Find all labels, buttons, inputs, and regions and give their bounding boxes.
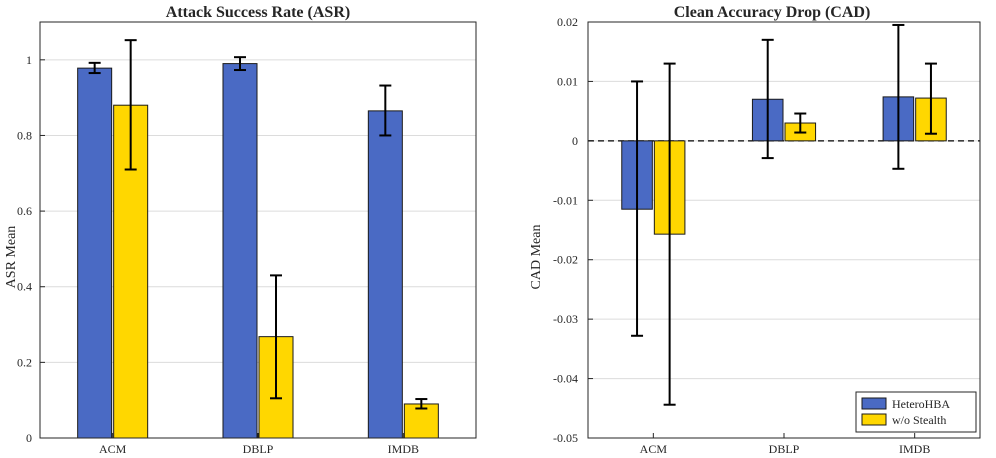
cad-y-tick-label: -0.04 bbox=[553, 372, 578, 386]
legend-swatch-w-o-stealth bbox=[861, 413, 887, 426]
cad-error-bar bbox=[761, 38, 774, 160]
cad-error-bar bbox=[892, 23, 905, 170]
asr-y-axis-label: ASR Mean bbox=[4, 226, 19, 289]
cad-y-tick-label: 0 bbox=[572, 134, 578, 148]
cad-error-bar bbox=[924, 62, 937, 135]
asr-bar-heterohba-dblp bbox=[222, 63, 258, 439]
cad-chart: Clean Accuracy Drop (CAD) CAD Mean -0.05… bbox=[529, 4, 981, 456]
asr-error-bar bbox=[124, 39, 137, 171]
cad-y-axis-label: CAD Mean bbox=[529, 225, 544, 290]
cad-chart-title: Clean Accuracy Drop (CAD) bbox=[674, 4, 871, 21]
asr-error-bar bbox=[88, 61, 101, 75]
cad-legend: HeteroHBA w/o Stealth bbox=[855, 391, 977, 433]
cad-x-tick-label-acm: ACM bbox=[640, 442, 668, 456]
asr-x-tick-label-acm: ACM bbox=[99, 442, 127, 456]
asr-y-tick-label: 0.2 bbox=[17, 355, 32, 369]
asr-x-tick-label-dblp: DBLP bbox=[243, 442, 274, 456]
asr-y-tick-label: 0.8 bbox=[17, 128, 32, 142]
cad-x-tick-label-imdb: IMDB bbox=[899, 442, 930, 456]
legend-swatch-heterohba bbox=[861, 397, 887, 410]
asr-bar-heterohba-acm bbox=[77, 67, 113, 439]
asr-error-bar bbox=[270, 274, 283, 400]
asr-y-tick-label: 0 bbox=[26, 431, 32, 445]
cad-error-bar bbox=[794, 112, 807, 134]
cad-y-tick-label: 0.02 bbox=[557, 15, 578, 29]
cad-error-bar bbox=[663, 62, 676, 406]
cad-y-tick-label: -0.02 bbox=[553, 253, 578, 267]
asr-error-bar bbox=[379, 84, 392, 137]
asr-error-bar bbox=[233, 56, 246, 72]
asr-chart: Attack Success Rate (ASR) ASR Mean 0 0.2 0… bbox=[4, 4, 477, 456]
asr-axes-box bbox=[39, 21, 477, 439]
cad-y-tick-label: -0.03 bbox=[553, 312, 578, 326]
cad-error-bar bbox=[631, 80, 644, 337]
cad-y-tick-label: -0.01 bbox=[553, 193, 578, 207]
legend-label-heterohba: HeteroHBA bbox=[892, 397, 950, 411]
asr-y-tick-label: 1 bbox=[26, 53, 32, 67]
asr-plot-area bbox=[40, 22, 476, 438]
asr-x-tick-label-imdb: IMDB bbox=[388, 442, 419, 456]
cad-plot-area bbox=[588, 22, 980, 438]
cad-y-tick-label: -0.05 bbox=[553, 431, 578, 445]
asr-bar-heterohba-imdb bbox=[367, 110, 403, 439]
cad-y-tick-label: 0.01 bbox=[557, 74, 578, 88]
legend-label-w-o-stealth: w/o Stealth bbox=[892, 413, 946, 427]
asr-y-tick-label: 0.6 bbox=[17, 204, 32, 218]
cad-axes-box bbox=[587, 21, 981, 439]
cad-x-tick-label-dblp: DBLP bbox=[769, 442, 800, 456]
asr-y-tick-label: 0.4 bbox=[17, 280, 32, 294]
asr-chart-title: Attack Success Rate (ASR) bbox=[166, 4, 350, 21]
asr-error-bar bbox=[415, 398, 428, 410]
